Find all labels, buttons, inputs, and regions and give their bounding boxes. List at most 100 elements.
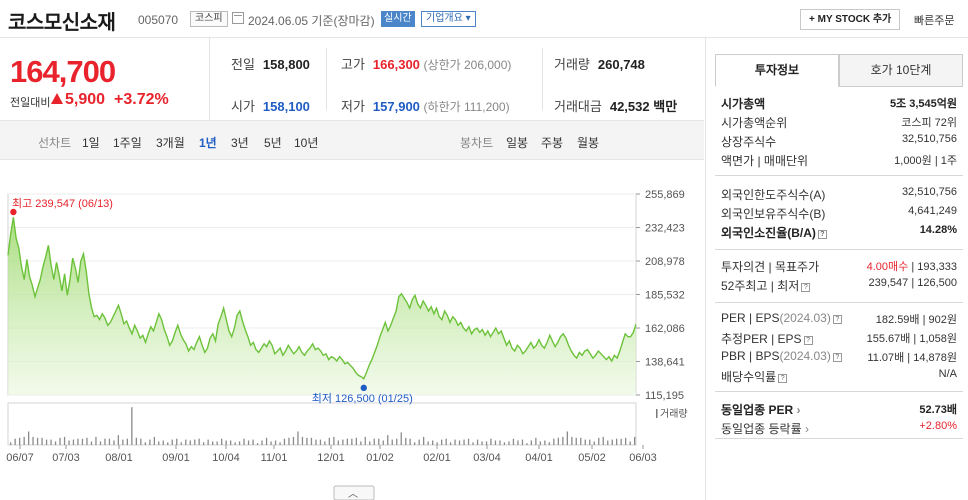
volume-bar [337, 440, 339, 445]
volume-bar [324, 441, 326, 445]
chevron-right-icon: › [804, 422, 809, 436]
row-shares: 상장주식수 32,510,756 [721, 133, 957, 149]
row-per: PER | EPS(2024.03)? 182.59배 | 902원 [721, 311, 957, 326]
y-tick-label: 185,532 [645, 290, 685, 302]
volume-bar [458, 440, 461, 445]
volume-bar [279, 442, 281, 445]
x-tick-label: 06/03 [629, 452, 657, 464]
corp-info-dropdown[interactable]: 기업개요 ▾ [421, 11, 476, 27]
line-chart-label[interactable]: 선차트 [38, 136, 72, 150]
volume-bar [369, 441, 371, 445]
volume-bar [611, 439, 613, 445]
period-10y[interactable]: 10년 [294, 136, 319, 150]
tab-invest-info[interactable]: 투자정보 [715, 54, 839, 87]
volume-legend-mark [656, 409, 658, 418]
candle-chart-label[interactable]: 봉차트 [460, 136, 494, 150]
volume-bar [355, 437, 357, 445]
max-marker [10, 208, 17, 216]
invest-info-panel: 투자정보 호가 10단계 시가총액 5조 3,545억원 시가총액순위 코스피 72… [705, 38, 968, 500]
x-tick-label: 09/01 [162, 452, 190, 464]
volume-bar [158, 441, 160, 445]
volume-bar [23, 436, 25, 445]
volume-bar [351, 438, 353, 445]
x-tick-label: 04/01 [525, 452, 553, 464]
help-icon[interactable]: ? [832, 353, 842, 362]
collapse-handle[interactable] [333, 485, 375, 500]
my-stock-add-button[interactable]: + MY STOCK 추가 [800, 9, 901, 30]
candle-weekly[interactable]: 주봉 [541, 136, 564, 150]
row-foreign-hold: 외국인보유주식수(B) 4,641,249 [721, 205, 957, 221]
x-tick-label: 06/07 [6, 452, 34, 464]
row-pbr: PBR | BPS(2024.03)? 11.07배 | 14,878원 [721, 349, 957, 364]
volume-bar [68, 440, 70, 445]
period-1w[interactable]: 1주일 [113, 136, 142, 150]
row-rank: 시가총액순위 코스피 72위 [721, 116, 957, 130]
price-change: 5,900 [51, 91, 105, 109]
stock-name: 코스모신소재 [8, 12, 116, 34]
x-tick-label: 10/04 [212, 452, 240, 464]
help-icon[interactable]: ? [803, 336, 813, 345]
volume-bar [77, 438, 79, 445]
volume-bar [185, 439, 187, 445]
row-sector-rate[interactable]: 동일업종 등락률 › +2.80% [721, 420, 957, 436]
row-market-cap: 시가총액 5조 3,545억원 [721, 97, 957, 111]
volume-bar [423, 436, 425, 445]
row-sector-per[interactable]: 동일업종 PER › 52.73배 [721, 403, 957, 417]
volume-bar [238, 441, 241, 445]
help-icon[interactable]: ? [832, 315, 842, 324]
volume-bar [526, 443, 528, 445]
row-52week: 52주최고 | 최저? 239,547 | 126,500 [721, 277, 957, 293]
section-valuation: PER | EPS(2024.03)? 182.59배 | 902원 추정PER … [715, 302, 963, 386]
up-triangle-icon [51, 93, 63, 104]
volume-bar [126, 438, 128, 445]
period-1y[interactable]: 1년 [199, 136, 217, 150]
help-icon[interactable]: ? [817, 230, 827, 239]
volume-bar [499, 440, 501, 445]
change-label: 전일대비 [10, 97, 51, 109]
volume-bar [620, 438, 622, 445]
volume-bar [288, 437, 290, 445]
period-3m[interactable]: 3개월 [156, 136, 185, 150]
quick-order-link[interactable]: 빠른주문 [914, 15, 955, 27]
volume-bar [14, 438, 16, 445]
x-tick-label: 12/01 [317, 452, 345, 464]
candle-daily[interactable]: 일봉 [506, 136, 529, 150]
volume-bar [104, 438, 106, 445]
volume-bar [436, 442, 438, 445]
min-marker [360, 384, 367, 392]
volume-bar [328, 437, 330, 445]
volume-bar [557, 437, 559, 445]
volume-bar [634, 436, 636, 445]
volume-bar [548, 442, 550, 445]
volume-bar [463, 439, 465, 445]
volume-bar [265, 437, 268, 445]
volume-bar [517, 440, 519, 445]
chevron-down-icon: ▾ [465, 13, 471, 24]
volume-bar [10, 442, 12, 445]
volume-bar [59, 437, 61, 445]
period-1d[interactable]: 1일 [82, 136, 100, 150]
candle-monthly[interactable]: 월봉 [577, 136, 600, 150]
help-icon[interactable]: ? [778, 374, 788, 383]
volume-bar [485, 441, 488, 445]
volume-bar [481, 441, 483, 445]
trade-amount: 거래대금 42,532 백만 [554, 99, 678, 114]
volume-bar [544, 440, 546, 445]
tab-orderbook[interactable]: 호가 10단계 [839, 54, 963, 87]
volume-bar [575, 437, 577, 445]
x-tick-label: 07/03 [52, 452, 80, 464]
calendar-icon [232, 12, 244, 24]
x-tick-label: 03/04 [473, 452, 501, 464]
volume-bar [360, 441, 362, 445]
quote-details: 전일 158,800 고가 166,300 (상한가 206,000) 거래량 260… [211, 38, 704, 120]
volume-bar [194, 439, 196, 445]
volume-bar [45, 439, 48, 445]
price-chart[interactable]: 255,869 232,423 208,978 185,532 162,086 138,6… [0, 160, 704, 500]
volume-bar [207, 439, 209, 445]
period-3y[interactable]: 3년 [231, 136, 249, 150]
row-opinion: 투자의견 | 목표주가 4.00매수 | 193,333 [721, 260, 957, 274]
volume-bar [167, 442, 169, 445]
volume-bar [36, 437, 39, 445]
period-5y[interactable]: 5년 [264, 136, 282, 150]
help-icon[interactable]: ? [801, 283, 811, 292]
